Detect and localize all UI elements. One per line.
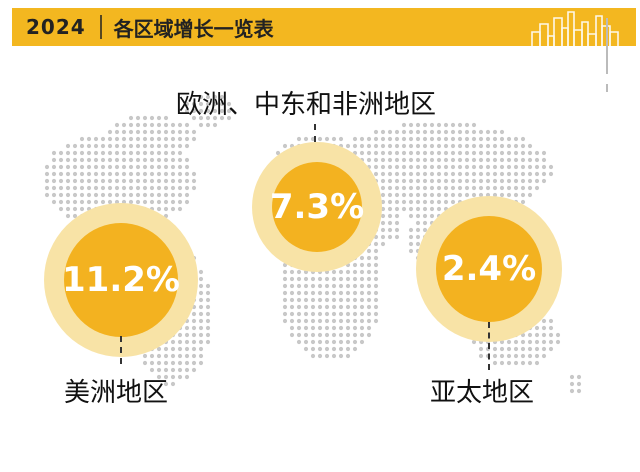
value-apac: 2.4%	[441, 249, 537, 289]
connector-apac	[488, 322, 490, 370]
value-bubble-apac: 2.4%	[436, 216, 542, 322]
decorative-dash	[606, 84, 608, 92]
city-skyline-icon	[531, 11, 619, 46]
header-bar: 2024 各区域增长一览表	[12, 8, 636, 46]
region-label-americas: 美洲地区	[64, 378, 169, 408]
value-bubble-americas: 11.2%	[62, 223, 180, 337]
connector-americas	[120, 336, 122, 364]
header-title: 各区域增长一览表	[113, 16, 274, 41]
header-separator	[99, 15, 102, 39]
region-label-apac: 亚太地区	[430, 378, 535, 408]
value-bubble-emea: 7.3%	[269, 162, 365, 252]
header-year: 2024	[26, 15, 86, 39]
value-emea: 7.3%	[269, 187, 365, 227]
decorative-line	[606, 18, 608, 74]
region-label-emea: 欧洲、中东和非洲地区	[176, 90, 437, 120]
value-americas: 11.2%	[62, 260, 180, 300]
connector-emea	[314, 124, 316, 142]
